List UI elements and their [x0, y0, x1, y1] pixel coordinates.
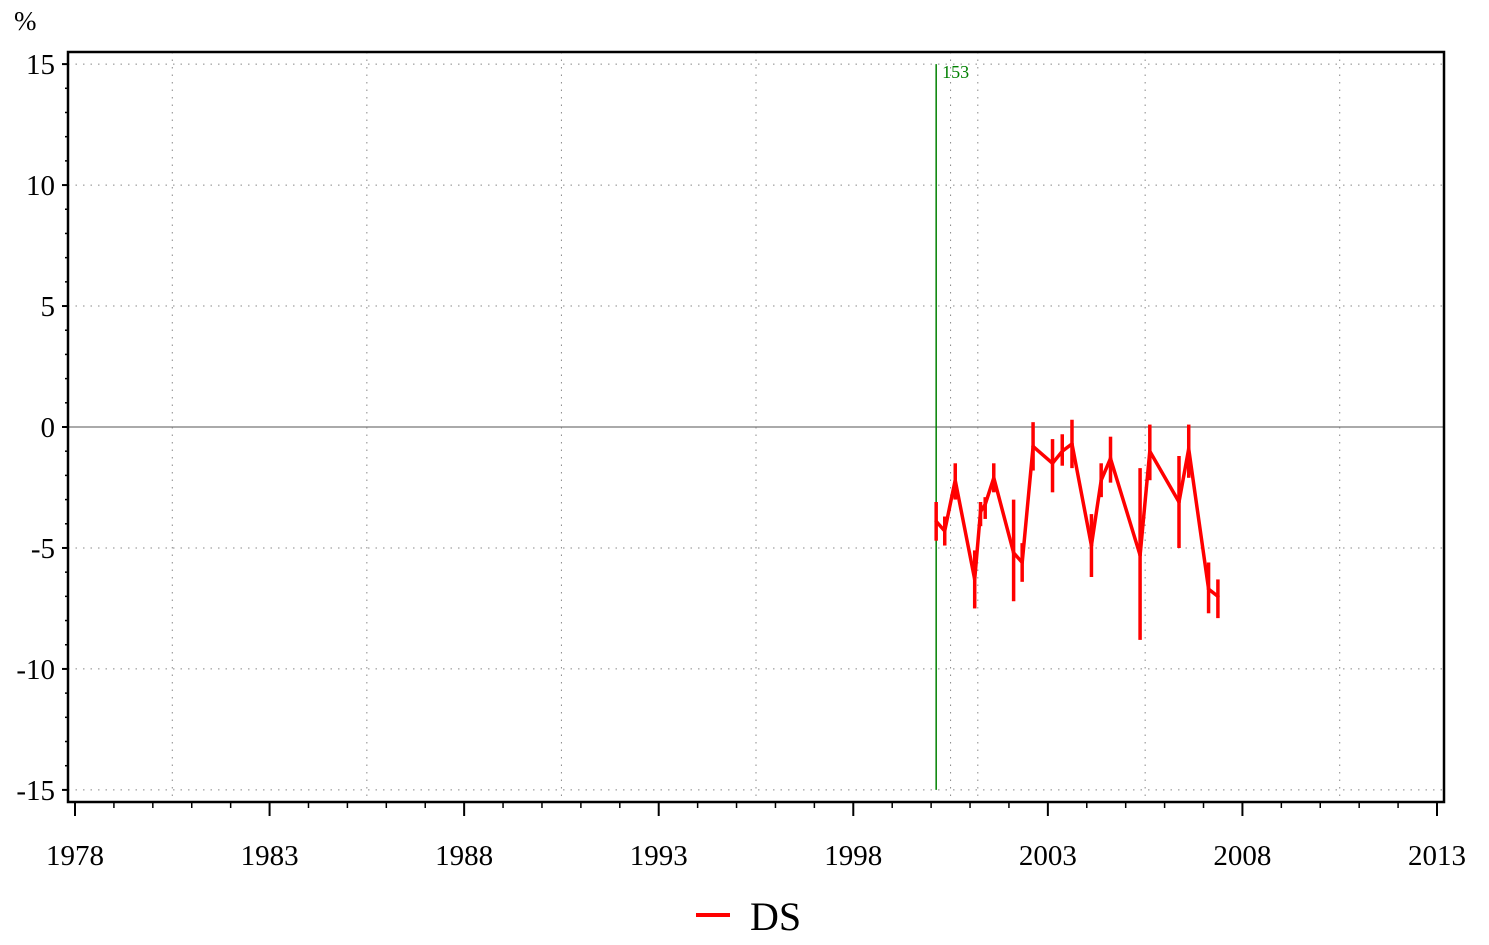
x-tick-label: 2008: [1213, 840, 1271, 872]
y-tick-label: 5: [41, 291, 56, 323]
vertical-marker-group: 153: [935, 62, 969, 790]
y-tick-label: -5: [31, 533, 55, 565]
data-point: [972, 577, 977, 582]
data-point: [942, 529, 947, 533]
data-point: [1108, 456, 1113, 461]
data-point: [1138, 553, 1142, 558]
data-point: [978, 509, 983, 514]
y-tick-label: 0: [41, 412, 56, 444]
data-point: [983, 502, 988, 507]
y-tick-label: 15: [26, 49, 55, 81]
x-tick-label: 2003: [1019, 840, 1077, 872]
y-tick-label: 10: [26, 170, 55, 202]
data-point: [1216, 594, 1220, 599]
y-tick-label: -10: [16, 654, 55, 686]
data-point: [1089, 543, 1094, 548]
data-point: [1148, 449, 1152, 453]
legend-label-ds: DS: [750, 894, 801, 939]
data-point: [1177, 500, 1181, 504]
series-line-ds: [934, 442, 1219, 598]
series-group: [934, 419, 1220, 640]
data-point: [1206, 587, 1211, 591]
data-point: [1050, 461, 1055, 466]
x-tick-label: 1983: [241, 840, 299, 872]
x-tick-label: 1998: [824, 840, 882, 872]
x-tick-label: 2013: [1408, 840, 1466, 872]
y-tick-label: -15: [16, 775, 55, 807]
x-tick-label: 1988: [435, 840, 493, 872]
legend: DS: [696, 894, 801, 939]
data-point: [953, 478, 958, 483]
data-point: [1020, 560, 1024, 565]
y-unit-label: %: [14, 6, 37, 36]
data-point: [934, 519, 938, 524]
data-point: [1060, 449, 1065, 453]
data-point: [1031, 444, 1035, 449]
data-point: [1186, 446, 1191, 451]
axis-group: 15 10 5 0 -5 -10 -15 1978 1983 1988 1993 1998 2003 20…: [16, 49, 1466, 872]
x-tick-label: 1993: [630, 840, 688, 872]
data-point: [991, 476, 996, 480]
data-point: [1070, 442, 1074, 446]
data-point: [1011, 551, 1016, 555]
vertical-marker-label: 153: [942, 62, 969, 82]
data-point: [1099, 478, 1103, 483]
x-tick-label: 1978: [46, 840, 104, 872]
